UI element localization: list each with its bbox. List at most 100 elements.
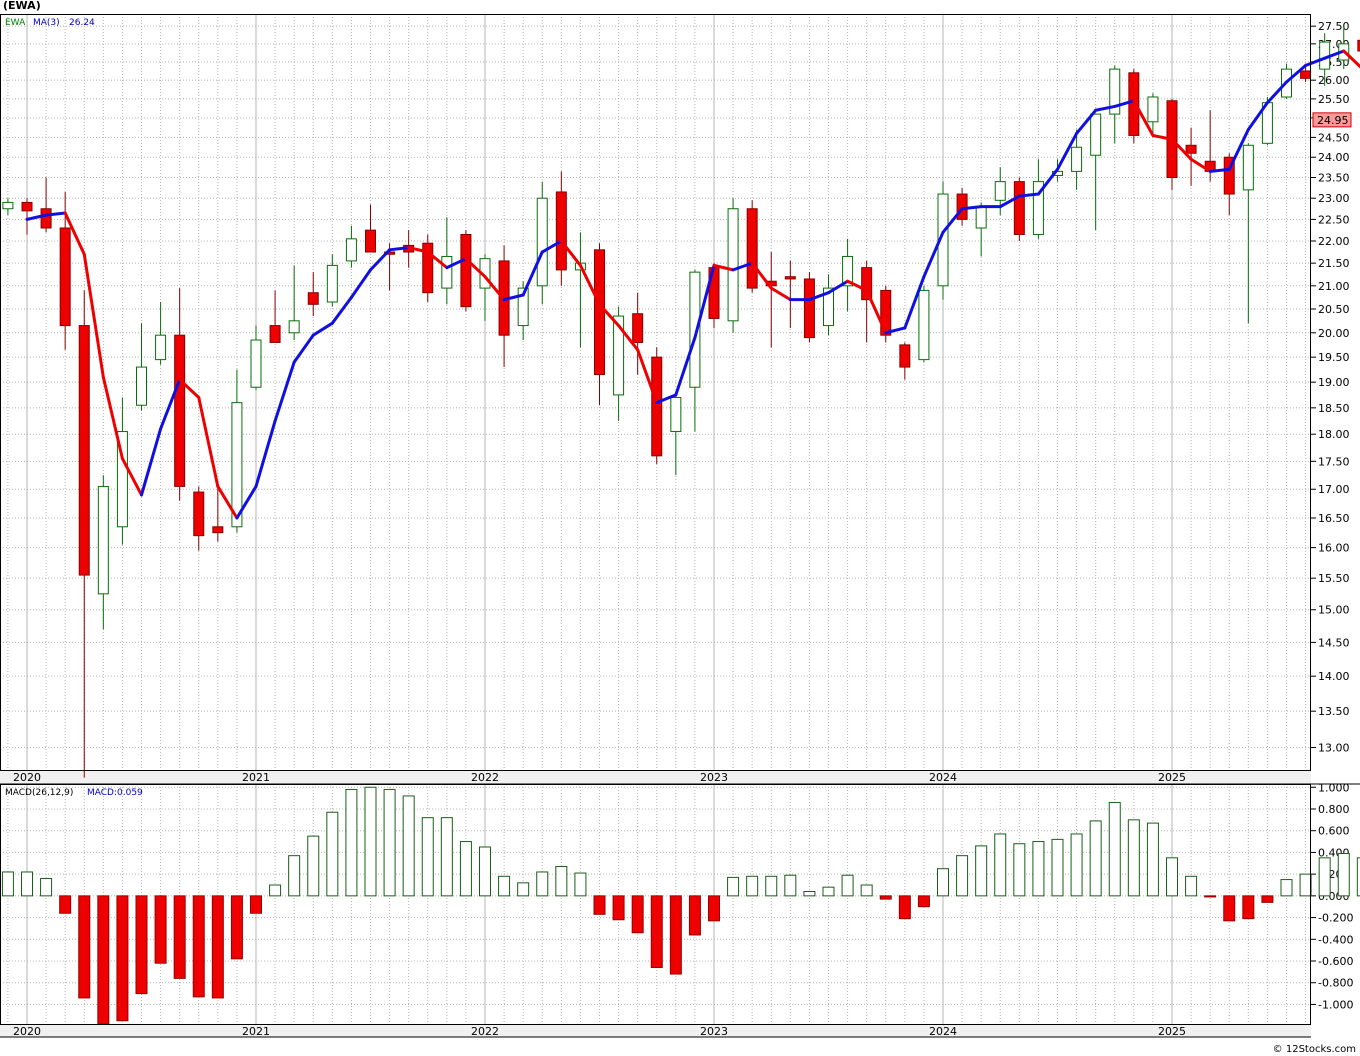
macd-bar [1032, 841, 1045, 897]
macd-bar [860, 884, 873, 897]
candle-body [842, 255, 854, 287]
year-label-lower: 2025 [1158, 1025, 1186, 1038]
candle-body [555, 191, 567, 271]
ma3-segment [445, 257, 468, 270]
candle-body [536, 197, 548, 287]
price-tick-label: 24.00 [1318, 151, 1350, 164]
macd-bar [956, 855, 969, 897]
macd-bar [364, 786, 377, 897]
ma3-segment [693, 263, 716, 340]
macd-bar [727, 876, 740, 897]
macd-bar [498, 875, 511, 897]
ma-value-legend: 26.24 [69, 18, 95, 28]
ma3-segment [426, 250, 449, 270]
year-label: 2025 [1158, 771, 1186, 784]
ma3-segment [578, 263, 601, 306]
candle-body [59, 227, 71, 327]
ma3-segment [101, 375, 124, 461]
macd-bar [154, 895, 167, 964]
macd-bar [173, 895, 186, 979]
ma3-segment [25, 213, 48, 221]
candle-body [1223, 156, 1235, 195]
candle-body [2, 201, 14, 210]
ma3-segment [1094, 104, 1117, 112]
ma3-segment [330, 295, 353, 325]
ma3-segment [407, 246, 430, 254]
candle-body [937, 193, 949, 287]
ma3-segment [120, 457, 143, 497]
price-tick-label: 18.00 [1318, 428, 1350, 441]
macd-tick-label: -0.600 [1318, 955, 1353, 968]
ma3-segment [750, 261, 773, 290]
macd-bar [688, 895, 701, 936]
candle-body [594, 249, 605, 376]
candle-body [823, 287, 834, 327]
ma-legend: MA(3) [33, 18, 60, 28]
macd-bar [288, 855, 301, 897]
price-tick-label: 21.00 [1318, 280, 1350, 293]
macd-bar [269, 884, 282, 897]
ma3-segment [140, 427, 163, 497]
candle-body [288, 320, 300, 334]
price-tick-label: 24.50 [1318, 131, 1350, 144]
macd-tick-label: -0.800 [1318, 977, 1353, 990]
candle-body [307, 292, 319, 305]
candle-body [40, 208, 52, 229]
ma3-segment [884, 326, 907, 335]
price-tick-label: 21.50 [1318, 257, 1350, 270]
ma3-segment [235, 484, 258, 520]
macd-bar [402, 795, 415, 897]
macd-bar [383, 788, 396, 897]
price-panel-border [0, 14, 1311, 771]
price-tick-label: 19.00 [1318, 376, 1350, 389]
ma3-segment [559, 239, 582, 267]
macd-bar [631, 895, 644, 934]
macd-bar [822, 886, 835, 897]
macd-bar [765, 875, 778, 897]
ma3-segment [1113, 99, 1136, 108]
candle-body [861, 267, 873, 301]
credit-label: © 12Stocks.com [1272, 1044, 1356, 1055]
macd-bar [116, 895, 129, 1022]
macd-bar [440, 817, 453, 897]
candle-body [727, 208, 739, 322]
ma3-segment [349, 268, 372, 299]
macd-bar [135, 895, 148, 995]
macd-bar [1051, 838, 1064, 897]
candle-body [517, 287, 529, 327]
candle-body [97, 485, 109, 595]
price-tick-label: 20.50 [1318, 303, 1350, 316]
macd-bar [1242, 895, 1255, 920]
candle-body [231, 402, 243, 528]
macd-bar [250, 895, 262, 914]
macd-bar [1356, 857, 1360, 897]
candle-body [155, 334, 167, 361]
ma3-segment [655, 393, 678, 405]
macd-bar [97, 895, 110, 1025]
price-tick-label: 14.00 [1318, 670, 1350, 683]
ma3-segment [1170, 137, 1193, 161]
price-tick-label: 18.50 [1318, 402, 1350, 415]
candle-body [1071, 146, 1083, 172]
candle-body [880, 289, 892, 336]
macd-bar [1223, 895, 1236, 922]
macd-bar [326, 811, 339, 897]
candle-body [345, 238, 357, 262]
ma3-segment [1265, 80, 1288, 105]
macd-bar [669, 895, 682, 975]
candle-body [212, 526, 224, 534]
ma3-segment [941, 207, 964, 234]
ma3-segment [807, 291, 830, 302]
ma3-segment [865, 288, 888, 335]
year-label: 2020 [13, 771, 41, 784]
price-tick-label: 15.50 [1318, 572, 1350, 585]
last-price-label: 24.95 [1317, 114, 1349, 127]
ma3-segment [1189, 157, 1212, 173]
ma3-segment [216, 484, 239, 520]
ma3-segment [388, 246, 411, 252]
ma3-segment [769, 286, 792, 302]
macd-bar [784, 874, 797, 897]
candle-body [21, 201, 33, 212]
ma3-segment [63, 211, 86, 256]
